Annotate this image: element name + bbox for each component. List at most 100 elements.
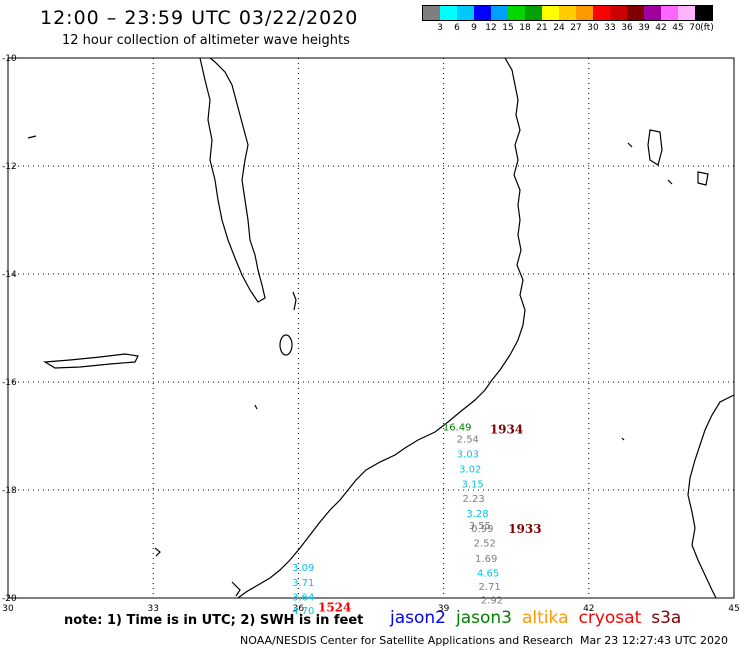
legend-label: 45 <box>672 23 684 33</box>
map-title: 12:00 – 23:59 UTC 03/22/2020 <box>40 7 359 29</box>
legend-label: 39 <box>638 23 650 33</box>
wave-height-label: 4.70 <box>292 606 314 617</box>
wave-height-label: 16.49 <box>443 423 472 434</box>
wave-height-observations: 16.492.54 3.03 3.02 3.15 2.23 3.283.550.99 2.5… <box>292 422 542 617</box>
pass-time-label: 1524 <box>318 601 351 615</box>
coastal-lagoon <box>231 581 241 597</box>
wave-height-label: 2.71 <box>478 582 500 593</box>
legend-swatch <box>542 6 559 20</box>
lake-chilwa-outline <box>279 334 293 356</box>
legend-unit: (ft) <box>700 23 714 33</box>
legend-label: 18 <box>519 23 531 33</box>
comoros-island-2 <box>697 171 709 186</box>
legend-label: 30 <box>587 23 599 33</box>
legend-swatch <box>644 6 661 20</box>
lat-tick-label: -10 <box>2 54 17 64</box>
wave-height-label: 2.54 <box>457 434 479 445</box>
coastline <box>27 57 735 599</box>
wave-height-label: 2.52 <box>474 539 496 550</box>
legend-swatch <box>525 6 542 20</box>
map-subtitle: 12 hour collection of altimeter wave hei… <box>62 33 350 48</box>
lake-feature <box>27 135 37 139</box>
legend-label: 36 <box>621 23 633 33</box>
legend-swatch <box>627 6 644 20</box>
legend-label: 9 <box>471 23 477 33</box>
legend-label: 12 <box>485 23 497 33</box>
comoros-island-4 <box>667 179 673 185</box>
map-frame <box>7 57 735 599</box>
wave-height-label: 2.23 <box>462 494 484 505</box>
axis-tick-labels: 30 33 36 39 42 45 -10 -12 -14 -16 -18 -20 <box>2 54 740 614</box>
satellite-s3a: s3a <box>651 608 682 628</box>
legend-swatch <box>593 6 610 20</box>
wave-height-label: 3.02 <box>459 465 481 476</box>
color-legend: 3 6 9 12 15 18 21 24 27 30 33 36 39 42 45 70 (ft) <box>422 5 714 33</box>
pass-time-label: 1933 <box>508 522 541 536</box>
small-lake <box>254 404 258 410</box>
lat-tick-label: -18 <box>2 486 17 496</box>
legend-swatch <box>559 6 576 20</box>
lon-tick-label: 45 <box>728 604 739 614</box>
wave-height-label: 1.69 <box>475 554 497 565</box>
legend-label: 6 <box>454 23 460 33</box>
legend-swatch <box>661 6 678 20</box>
graticule-grid <box>8 58 734 598</box>
pass-time-label: 1934 <box>490 422 523 436</box>
credit-line: NOAA/NESDIS Center for Satellite Applica… <box>240 634 574 647</box>
legend-swatch <box>576 6 593 20</box>
legend-labels: 3 6 9 12 15 18 21 24 27 30 33 36 39 42 45 70 (ft) <box>422 21 714 33</box>
wave-height-label: 3.55 <box>469 521 491 532</box>
legend-label: 21 <box>536 23 548 33</box>
lat-tick-label: -14 <box>2 270 17 280</box>
legend-swatch <box>678 6 695 20</box>
legend-label: 33 <box>604 23 616 33</box>
comoros-island-1 <box>647 129 663 166</box>
legend-label: 3 <box>437 23 443 33</box>
satellite-legend: jason2 jason3 altika cryosat s3a <box>390 608 691 628</box>
satellite-jason3: jason3 <box>456 608 512 628</box>
legend-swatch <box>491 6 508 20</box>
wave-height-label: 0.99 <box>471 524 493 535</box>
lake-feature-2 <box>292 291 297 311</box>
wave-height-label: 3.15 <box>462 479 484 490</box>
small-island <box>621 437 625 441</box>
legend-label: 15 <box>502 23 514 33</box>
lat-tick-label: -16 <box>2 378 17 388</box>
legend-swatch <box>457 6 474 20</box>
wave-height-label: 3.64 <box>292 593 314 604</box>
lon-tick-label: 39 <box>438 604 450 614</box>
legend-label: 42 <box>655 23 667 33</box>
small-lake-2 <box>154 547 161 557</box>
footer-note: note: 1) Time is in UTC; 2) SWH is in fe… <box>64 613 364 628</box>
wave-height-label: 3.09 <box>292 563 314 574</box>
legend-color-bar <box>422 5 713 21</box>
generated-timestamp: Mar 23 12:27:43 UTC 2020 <box>580 634 728 647</box>
wave-height-label: 3.71 <box>292 578 314 589</box>
legend-swatch <box>423 6 440 20</box>
lon-tick-label: 36 <box>293 604 305 614</box>
wave-height-label: 2.92 <box>481 595 503 606</box>
satellite-cryosat: cryosat <box>578 608 642 628</box>
lon-tick-label: 30 <box>2 604 14 614</box>
legend-label: 27 <box>570 23 582 33</box>
legend-label: 24 <box>553 23 565 33</box>
mozambique-coastline <box>237 57 526 599</box>
wave-height-label: 3.03 <box>457 450 479 461</box>
legend-label: 70 <box>689 23 701 33</box>
wave-height-label: 4.65 <box>477 568 499 579</box>
legend-swatch <box>440 6 457 20</box>
satellite-jason2: jason2 <box>390 608 446 628</box>
lat-tick-label: -20 <box>2 594 17 604</box>
legend-swatch <box>610 6 627 20</box>
legend-swatch <box>508 6 525 20</box>
legend-swatch <box>695 6 712 20</box>
wave-height-label: 3.28 <box>466 509 488 520</box>
madagascar-coastline <box>687 394 735 599</box>
cahora-bassa-outline <box>43 353 139 369</box>
satellite-altika: altika <box>522 608 569 628</box>
lon-tick-label: 33 <box>147 604 158 614</box>
lon-tick-label: 42 <box>583 604 594 614</box>
lake-malawi-outline <box>199 57 266 303</box>
legend-swatch <box>474 6 491 20</box>
